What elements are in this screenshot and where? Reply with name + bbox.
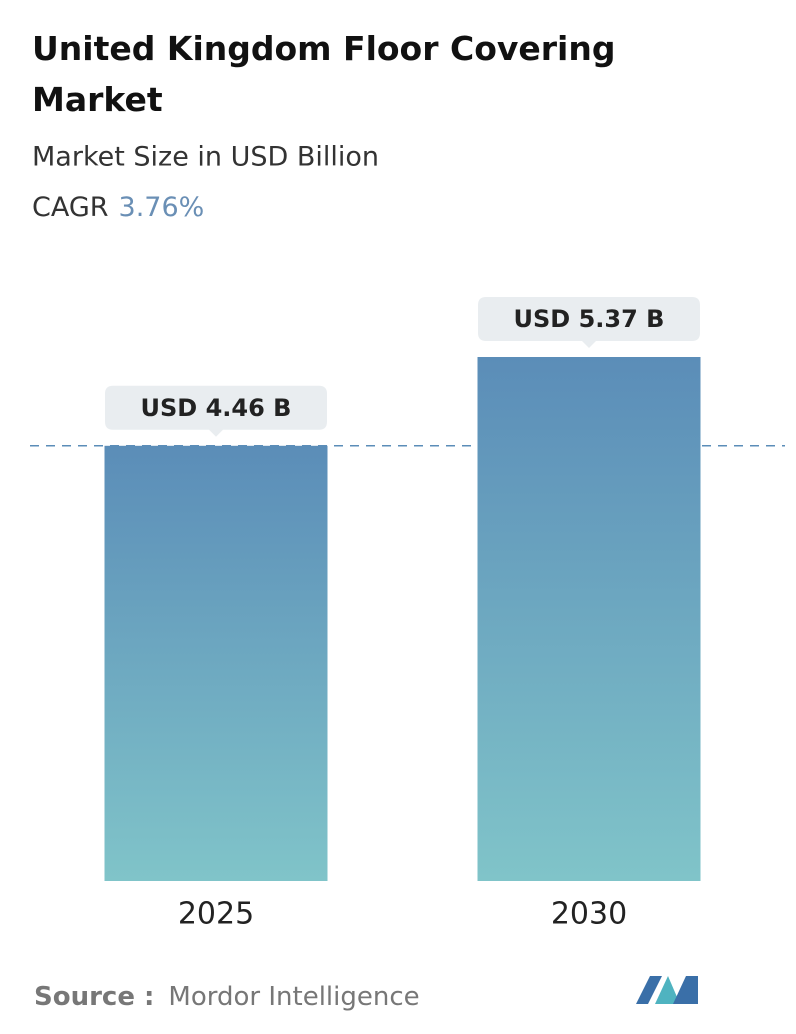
source: Source : Mordor Intelligence — [34, 982, 420, 1012]
cagr-label-text: CAGR — [32, 192, 109, 223]
value-label-box — [105, 385, 327, 437]
cagr-value: 3.76% — [119, 192, 205, 223]
logo — [636, 976, 698, 1004]
value-label: USD 5.37 B — [514, 305, 665, 333]
x-tick-label: 2030 — [551, 897, 627, 932]
source-label: Source : — [34, 982, 154, 1012]
cagr-label: CAGR 3.76% — [32, 192, 204, 223]
bar — [477, 357, 701, 881]
x-tick-label: 2025 — [178, 897, 254, 932]
bar — [104, 445, 328, 881]
source-name: Mordor Intelligence — [168, 982, 419, 1012]
subtitle: Market Size in USD Billion — [32, 142, 379, 173]
value-label-box — [478, 297, 700, 348]
value-label: USD 4.46 B — [141, 394, 292, 422]
chart-title: United Kingdom Floor Covering Market — [32, 29, 615, 119]
